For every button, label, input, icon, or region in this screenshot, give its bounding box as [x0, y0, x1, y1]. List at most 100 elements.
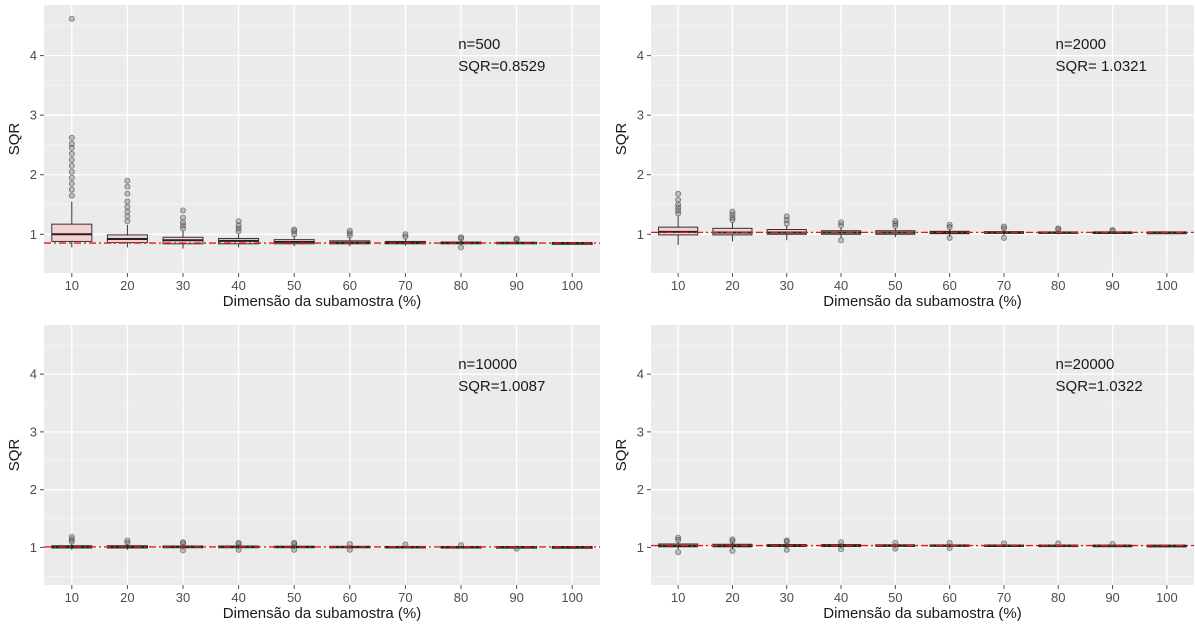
outlier-point: [402, 231, 409, 238]
outlier-point: [783, 537, 790, 544]
x-tick-label: 80: [1051, 590, 1065, 605]
x-tick-label: 50: [287, 590, 301, 605]
outlier-point: [675, 534, 682, 541]
x-axis-title: Dimensão da subamostra (%): [223, 605, 421, 622]
outlier-point: [729, 536, 736, 543]
y-tick-label: 4: [637, 48, 644, 63]
y-axis-title: SQR: [613, 439, 630, 472]
outlier-point: [346, 227, 353, 234]
y-tick-label: 2: [30, 167, 37, 182]
x-axis-title: Dimensão da subamostra (%): [823, 605, 1021, 622]
outlier-point: [513, 235, 520, 242]
y-tick-label: 1: [637, 540, 644, 555]
x-tick-label: 10: [671, 590, 685, 605]
y-tick-label: 3: [637, 108, 644, 123]
outlier-point: [68, 15, 75, 22]
x-tick-label: 40: [834, 590, 848, 605]
y-tick-label: 4: [637, 367, 644, 382]
box-30: [162, 207, 204, 249]
outlier-point: [729, 538, 736, 545]
annotation-text: n=2000: [1056, 36, 1106, 53]
x-tick-label: 60: [343, 278, 357, 293]
outlier-point: [838, 219, 845, 226]
outlier-point: [892, 545, 899, 552]
y-tick-label: 1: [30, 540, 37, 555]
x-tick-label: 40: [231, 278, 245, 293]
annotation-text: SQR= 1.0321: [1056, 58, 1147, 75]
outlier-point: [68, 534, 75, 541]
outlier-point: [675, 549, 682, 556]
x-tick-label: 50: [888, 278, 902, 293]
outlier-point: [1000, 223, 1007, 230]
box-40: [218, 218, 260, 248]
x-tick-label: 20: [725, 590, 739, 605]
panel-n500: 1 2 3 4 10 20 30 40 50 60 70 80 90 100 Dimensão da sub…: [6, 5, 600, 310]
x-tick-label: 90: [509, 590, 523, 605]
annotation-text: n=10000: [458, 356, 517, 373]
annotation-text: n=500: [458, 36, 500, 53]
outlier-point: [1000, 234, 1007, 241]
outlier-point: [179, 547, 186, 554]
outlier-point: [124, 208, 131, 215]
outlier-point: [179, 219, 186, 226]
outlier-point: [68, 140, 75, 147]
y-tick-label: 2: [637, 482, 644, 497]
x-tick-label: 30: [176, 590, 190, 605]
y-tick-label: 1: [637, 227, 644, 242]
outlier-point: [291, 226, 298, 233]
outlier-point: [68, 174, 75, 181]
x-tick-label: 10: [65, 278, 79, 293]
y-tick-label: 3: [30, 108, 37, 123]
x-tick-label: 40: [834, 278, 848, 293]
box-50: [273, 226, 315, 247]
outlier-point: [729, 547, 736, 554]
outlier-point: [124, 213, 131, 220]
y-tick-label: 2: [30, 482, 37, 497]
outlier-point: [179, 207, 186, 214]
outlier-point: [124, 177, 131, 184]
outlier-point: [838, 546, 845, 553]
box-70: [983, 223, 1024, 241]
outlier-point: [892, 218, 899, 225]
x-axis-title: Dimensão da subamostra (%): [823, 293, 1021, 310]
outlier-point: [68, 156, 75, 163]
outlier-point: [1000, 540, 1007, 547]
x-tick-label: 50: [287, 278, 301, 293]
outlier-point: [946, 221, 953, 228]
outlier-point: [124, 190, 131, 197]
x-tick-label: 80: [1051, 278, 1065, 293]
x-tick-label: 20: [120, 278, 134, 293]
y-tick-label: 3: [637, 424, 644, 439]
x-tick-label: 90: [509, 278, 523, 293]
outlier-point: [1000, 225, 1007, 232]
x-tick-label: 100: [561, 590, 583, 605]
outlier-point: [838, 237, 845, 244]
annotation-text: n=20000: [1056, 356, 1115, 373]
y-axis-title: SQR: [613, 123, 630, 156]
outlier-point: [675, 190, 682, 197]
y-tick-label: 1: [30, 227, 37, 242]
x-tick-label: 10: [65, 590, 79, 605]
x-tick-label: 70: [997, 590, 1011, 605]
x-tick-label: 60: [942, 278, 956, 293]
plot-background: [44, 5, 600, 273]
box-10: [658, 190, 699, 246]
outlier-point: [946, 234, 953, 241]
x-tick-label: 100: [1156, 278, 1178, 293]
outlier-point: [291, 546, 298, 553]
x-tick-label: 80: [454, 278, 468, 293]
outlier-point: [179, 539, 186, 546]
box-20: [106, 177, 148, 248]
outlier-point: [838, 539, 845, 546]
y-tick-label: 3: [30, 424, 37, 439]
y-tick-label: 4: [30, 367, 37, 382]
x-tick-label: 30: [176, 278, 190, 293]
outlier-point: [291, 539, 298, 546]
panel-n2000: 1 2 3 4 10 20 30 40 50 60 70 80 90 100 Dimensão da sub…: [613, 5, 1194, 310]
outlier-point: [675, 201, 682, 208]
outlier-point: [124, 198, 131, 205]
outlier-point: [124, 537, 131, 544]
outlier-point: [457, 244, 464, 251]
outlier-point: [235, 546, 242, 553]
